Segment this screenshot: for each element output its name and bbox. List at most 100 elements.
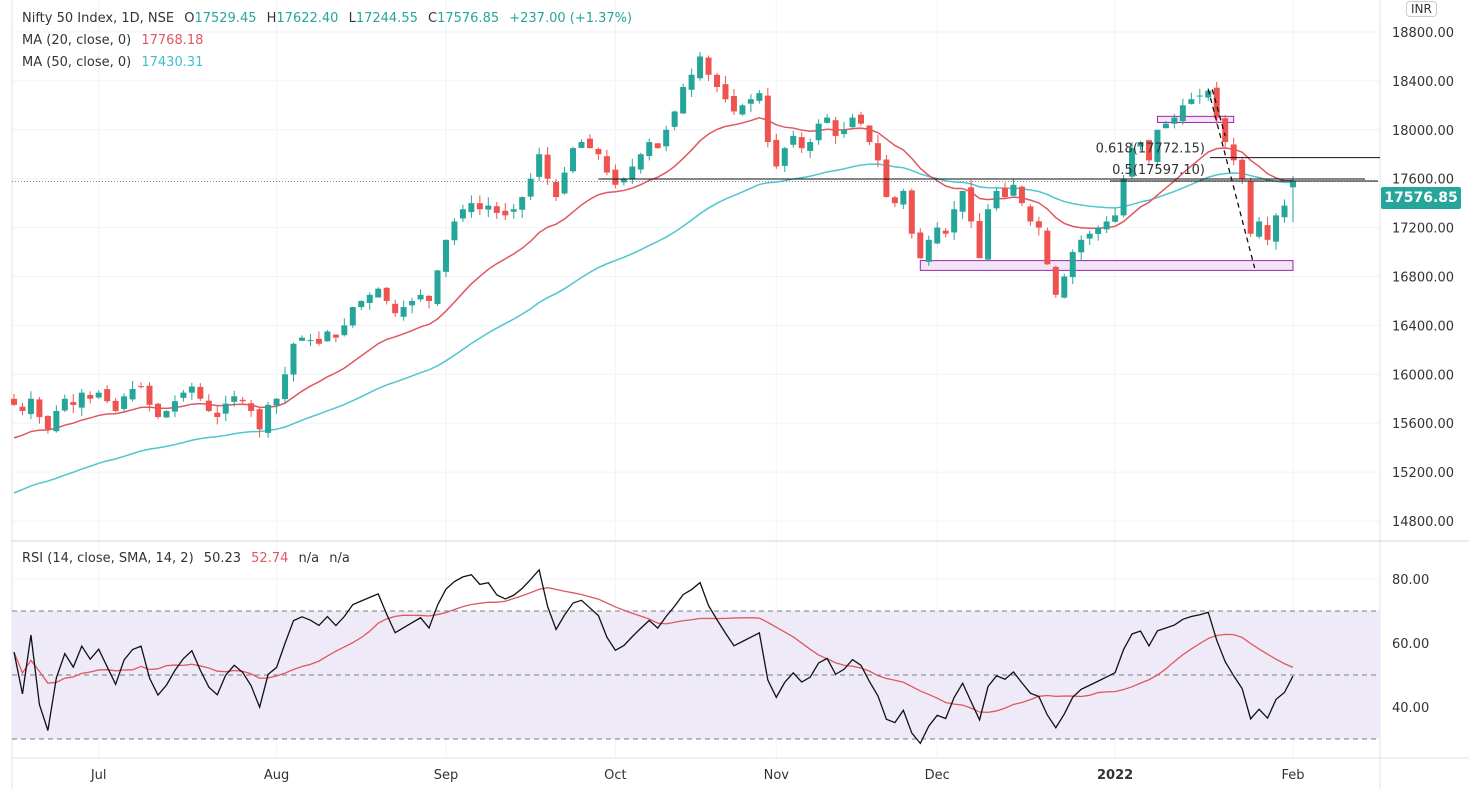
candle-up: [849, 117, 856, 128]
rsi-legend[interactable]: RSI (14, close, SMA, 14, 2) 50.23 52.74 …: [22, 551, 356, 566]
candle-up: [1010, 184, 1017, 196]
candle-down: [1239, 159, 1246, 179]
candle-up: [231, 396, 238, 402]
time-axis-label: 2022: [1097, 768, 1133, 783]
candle-down: [654, 143, 661, 149]
candle-down: [154, 403, 161, 418]
candle-up: [222, 403, 229, 414]
candle-down: [773, 139, 780, 167]
candle-up: [629, 166, 636, 180]
candle-up: [485, 205, 492, 210]
fib-level-label: 0.5(17597.10): [1112, 163, 1205, 178]
candle-up: [95, 392, 102, 398]
candle-up: [459, 209, 466, 219]
support-zone: [1156, 115, 1235, 123]
candle-down: [595, 148, 602, 155]
candle-down: [36, 399, 43, 418]
candle-up: [790, 135, 797, 145]
candle-down: [832, 120, 839, 136]
candle-down: [553, 181, 560, 198]
fib-trend-line-2: [1211, 89, 1226, 137]
candle-down: [858, 114, 864, 124]
candle-up: [671, 111, 678, 127]
candle-down: [1052, 266, 1059, 295]
candle-up: [646, 142, 653, 157]
candle-down: [1230, 144, 1237, 161]
candle-down: [1264, 225, 1271, 240]
candle-up: [1129, 148, 1136, 177]
candle-up: [442, 239, 449, 272]
candle-up: [129, 388, 136, 400]
candle-up: [815, 123, 822, 141]
candle-up: [358, 300, 365, 308]
candle-up: [1069, 252, 1076, 278]
rsi-na-2: n/a: [329, 551, 350, 566]
ma20-legend[interactable]: MA (20, close, 0) 17768.18: [22, 33, 209, 48]
rsi-axis-label: 80.00: [1392, 573, 1429, 588]
price-axis-label: 14800.00: [1392, 515, 1454, 530]
candle-up: [375, 288, 382, 298]
candle-up: [409, 300, 416, 306]
candle-up: [1154, 129, 1161, 162]
candle-up: [298, 337, 305, 341]
time-axis-label: Dec: [925, 768, 950, 783]
candle-up: [434, 270, 441, 305]
candle-up: [697, 56, 704, 79]
candle-up: [510, 209, 517, 212]
price-axis-label: 17600.00: [1392, 173, 1454, 188]
close-label: C: [428, 11, 438, 26]
candle-up: [171, 401, 178, 412]
time-axis-label: Oct: [604, 768, 626, 783]
candles: [11, 51, 1296, 438]
candle-up: [324, 331, 331, 342]
ma50-legend[interactable]: MA (50, close, 0) 17430.31: [22, 55, 209, 70]
candle-up: [188, 386, 195, 393]
candle-up: [756, 93, 763, 101]
candle-up: [27, 398, 34, 415]
rsi-axis-label: 60.00: [1392, 637, 1429, 652]
ma20-value: 17768.18: [141, 33, 204, 48]
candle-up: [273, 398, 280, 406]
rsi-sma-line: [13, 587, 1294, 714]
candle-down: [874, 143, 881, 161]
candle-up: [781, 148, 788, 166]
candle-up: [163, 410, 170, 418]
candle-up: [1086, 233, 1093, 239]
candle-up: [1112, 215, 1119, 222]
currency-button[interactable]: INR: [1406, 1, 1437, 17]
low-value: 17244.55: [355, 11, 418, 26]
candle-down: [214, 412, 221, 418]
candle-up: [1061, 276, 1068, 298]
candle-down: [891, 197, 898, 204]
candle-down: [968, 187, 975, 222]
candle-up: [1120, 178, 1127, 216]
candle-up: [282, 374, 289, 400]
candle-up: [536, 154, 543, 177]
open-value: 17529.45: [194, 11, 257, 26]
candle-down: [883, 159, 890, 198]
time-axis-label: Aug: [264, 768, 289, 783]
ma50-value: 17430.31: [141, 55, 204, 70]
candle-down: [332, 334, 339, 338]
symbol-title: Nifty 50 Index, 1D, NSE: [22, 11, 175, 26]
candle-up: [468, 203, 475, 213]
time-axis-label: Jul: [90, 768, 107, 783]
candle-down: [603, 156, 610, 173]
candle-up: [1188, 99, 1195, 104]
last-price-tag: 17576.85: [1381, 187, 1461, 209]
candle-down: [112, 400, 119, 411]
candle-down: [866, 125, 873, 143]
candle-down: [315, 338, 322, 344]
candle-down: [942, 230, 949, 234]
candle-down: [730, 95, 737, 112]
ma50-line: [13, 163, 1293, 494]
candle-down: [722, 84, 729, 100]
candle-up: [417, 294, 424, 300]
candle-up: [1273, 215, 1280, 242]
rsi-sma-value: 52.74: [251, 551, 289, 566]
candle-down: [426, 295, 433, 301]
candle-up: [688, 74, 695, 90]
candle-up: [61, 398, 68, 411]
